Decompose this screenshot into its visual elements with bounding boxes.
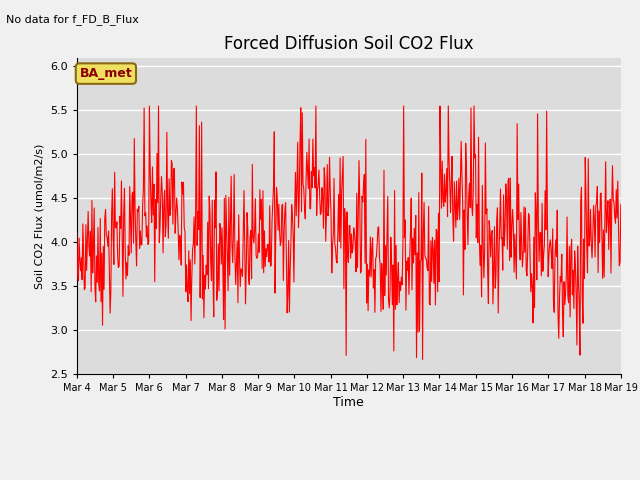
Text: BA_met: BA_met — [79, 67, 132, 80]
X-axis label: Time: Time — [333, 396, 364, 409]
Text: No data for f_FD_B_Flux: No data for f_FD_B_Flux — [6, 14, 140, 25]
Legend: FD_Flux: FD_Flux — [302, 478, 396, 480]
Title: Forced Diffusion Soil CO2 Flux: Forced Diffusion Soil CO2 Flux — [224, 35, 474, 53]
Y-axis label: Soil CO2 Flux (umol/m2/s): Soil CO2 Flux (umol/m2/s) — [35, 144, 44, 288]
